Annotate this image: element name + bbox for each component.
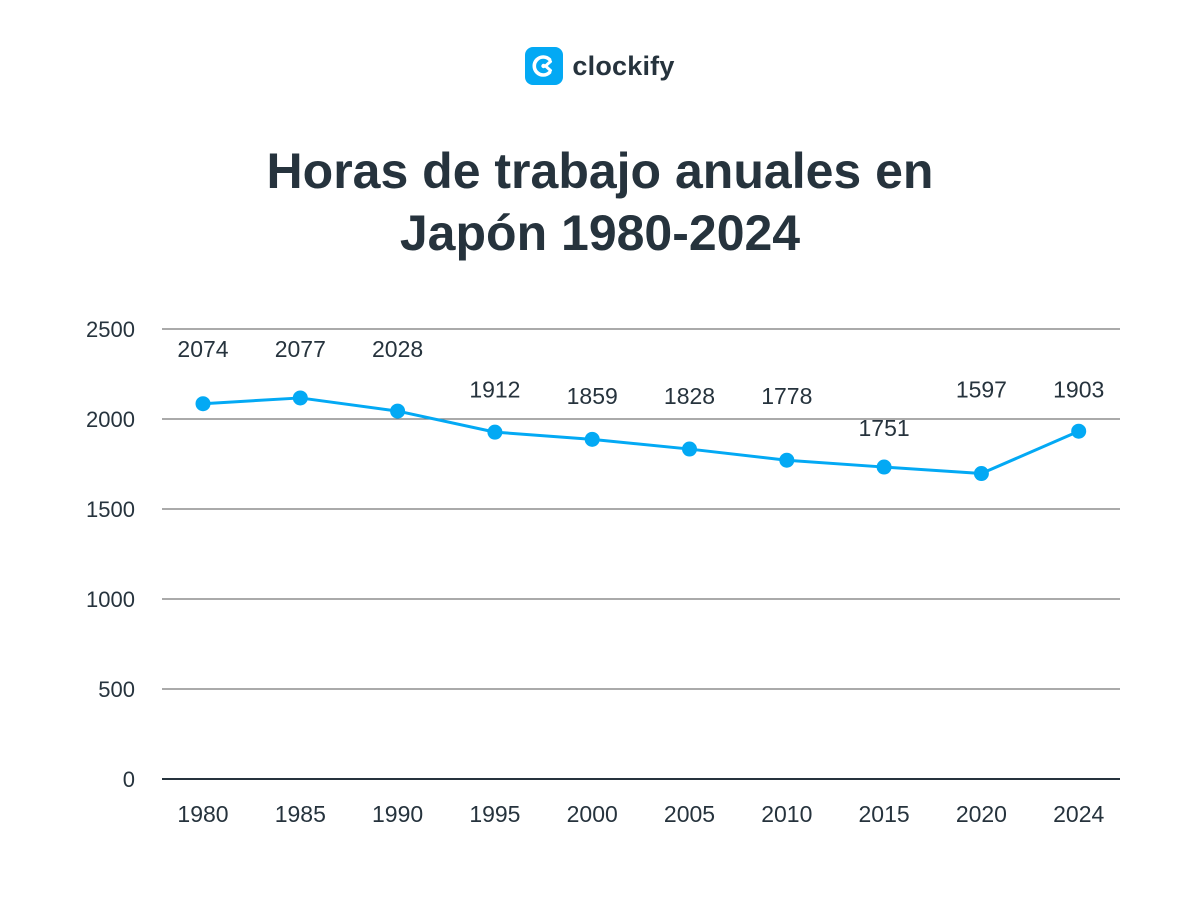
- x-tick-label: 2024: [1053, 801, 1104, 827]
- y-tick-label: 1000: [86, 587, 135, 612]
- x-tick-label: 2010: [761, 801, 812, 827]
- x-tick-label: 1985: [275, 801, 326, 827]
- brand-name: clockify: [572, 50, 675, 81]
- data-label: 1751: [859, 415, 910, 441]
- data-label: 1828: [664, 383, 715, 409]
- chart-title-line-1: Horas de trabajo anuales en: [266, 143, 934, 199]
- x-tick-label: 1980: [177, 801, 228, 827]
- x-tick-label: 1995: [469, 801, 520, 827]
- data-label: 1903: [1053, 376, 1104, 402]
- data-point: [195, 396, 211, 412]
- data-point: [973, 466, 989, 482]
- y-tick-label: 2000: [86, 407, 135, 432]
- data-point: [876, 459, 892, 475]
- data-label: 2028: [372, 336, 423, 362]
- data-point: [487, 424, 503, 440]
- data-label: 1597: [956, 376, 1007, 402]
- data-point: [1071, 423, 1087, 439]
- data-label: 2074: [177, 336, 228, 362]
- x-tick-label: 2015: [859, 801, 910, 827]
- x-tick-label: 2005: [664, 801, 715, 827]
- data-point: [779, 452, 795, 468]
- data-label: 1912: [469, 376, 520, 402]
- chart-title: Horas de trabajo anuales en Japón 1980-2…: [0, 140, 1200, 264]
- y-tick-label: 2500: [86, 317, 135, 342]
- y-tick-label: 1500: [86, 497, 135, 522]
- chart-title-line-2: Japón 1980-2024: [399, 205, 801, 261]
- x-tick-label: 2000: [567, 801, 618, 827]
- data-point: [292, 390, 308, 406]
- series-line: [201, 396, 1081, 476]
- data-label: 1859: [567, 383, 618, 409]
- data-label: 2077: [275, 336, 326, 362]
- data-point: [584, 431, 600, 447]
- clockify-logo-icon: [525, 47, 564, 85]
- x-tick-label: 2020: [956, 801, 1007, 827]
- brand-header: clockify: [0, 47, 1200, 85]
- data-point: [682, 441, 697, 457]
- data-point: [390, 403, 406, 419]
- y-tick-label: 0: [123, 767, 135, 792]
- y-tick-label: 500: [98, 677, 135, 702]
- data-label: 1778: [761, 383, 812, 409]
- x-tick-label: 1990: [372, 801, 423, 827]
